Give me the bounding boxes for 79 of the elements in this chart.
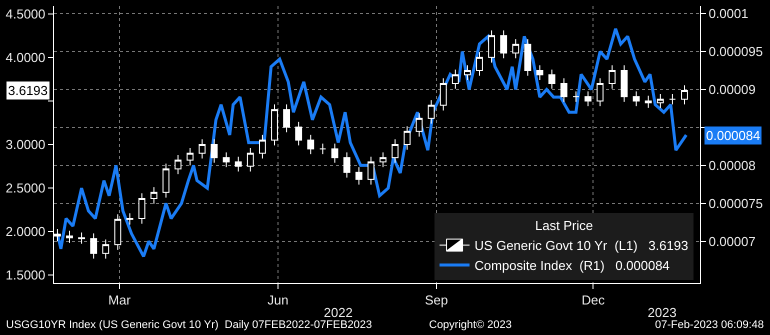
x-tick-label: Sep xyxy=(424,292,448,308)
text: 07-Feb-2023 06:09:48 xyxy=(655,319,764,331)
legend-label: Composite Index (R1) 0.000084 xyxy=(474,258,670,274)
candlestick xyxy=(343,152,350,178)
y-tick-label: 2.0000 xyxy=(6,224,46,240)
candlestick xyxy=(416,112,423,138)
candlestick xyxy=(560,78,568,102)
candlestick xyxy=(258,134,266,159)
y2-tick-label: 0.000095 xyxy=(708,44,763,60)
candlestick xyxy=(380,152,386,168)
candlestick xyxy=(440,78,447,112)
candlestick xyxy=(66,230,73,244)
candlestick xyxy=(368,156,374,186)
candlestick xyxy=(174,154,182,175)
x2-tick-label: 2022 xyxy=(324,305,353,320)
candlestick xyxy=(644,95,652,108)
candlestick xyxy=(572,90,580,102)
y2-tick-label: 0.00009 xyxy=(708,82,756,98)
candlestick xyxy=(428,100,435,124)
text: 0.000084 xyxy=(706,128,760,143)
candlestick xyxy=(246,147,254,172)
candlestick xyxy=(656,93,664,108)
candlestick xyxy=(234,156,242,172)
candlestick xyxy=(464,64,471,81)
line-series xyxy=(56,27,688,258)
candlestick xyxy=(668,93,676,105)
candlestick xyxy=(512,38,520,59)
candlestick xyxy=(90,232,98,260)
candlestick xyxy=(392,138,399,164)
candlestick xyxy=(681,84,688,105)
candlestick xyxy=(355,166,362,186)
text: 3.6193 xyxy=(8,83,48,98)
candlestick xyxy=(210,138,218,164)
candlestick xyxy=(271,104,278,146)
candlestick xyxy=(150,186,158,204)
y-tick-label: 4.0000 xyxy=(6,50,46,65)
x-tick-label: Mar xyxy=(108,292,132,308)
legend-title: Last Price xyxy=(535,218,593,234)
candlestick xyxy=(452,69,459,90)
y2-tick-label: 0.0001 xyxy=(708,6,748,22)
candlestick xyxy=(283,104,290,133)
x2-tick-label: 2023 xyxy=(648,305,677,320)
candlestick xyxy=(524,38,532,76)
candlestick xyxy=(162,163,170,198)
candlestick xyxy=(536,64,544,81)
x-tick-label: Jun xyxy=(267,292,288,308)
candlestick xyxy=(620,64,628,102)
candlestick xyxy=(488,30,496,64)
candlestick xyxy=(307,134,314,155)
y2-tick-label: 0.00007 xyxy=(708,234,756,249)
candlestick xyxy=(186,147,194,166)
candlestick xyxy=(548,69,556,90)
y-tick-label: 2.5000 xyxy=(6,180,46,196)
y-tick-label: 4.5000 xyxy=(6,6,46,22)
candlestick xyxy=(198,138,206,159)
candlestick xyxy=(78,232,86,244)
y-tick-label: 3.0000 xyxy=(6,137,46,152)
candlestick xyxy=(295,121,302,146)
x-tick-label: Dec xyxy=(582,292,606,308)
candlestick xyxy=(319,143,326,155)
candlestick xyxy=(500,30,508,59)
candlestick xyxy=(404,126,411,150)
y2-tick-label: 0.00008 xyxy=(708,158,756,173)
candlestick xyxy=(476,52,483,76)
candlestick xyxy=(114,214,122,250)
candlestick xyxy=(102,238,110,260)
y-tick-label: 1.5000 xyxy=(6,268,46,283)
text: USGG10YR Index (US Generic Govt 10 Yr) Daily 07FEB2022-07FEB2023 xyxy=(6,319,372,331)
candlestick xyxy=(331,143,338,164)
candlestick xyxy=(138,192,146,224)
candlestick xyxy=(222,152,230,168)
legend-label: US Generic Govt 10 Yr (L1) 3.6193 xyxy=(474,238,688,254)
y2-tick-label: 0.000075 xyxy=(708,196,763,211)
candlestick xyxy=(608,64,616,90)
candlestick xyxy=(584,90,592,107)
candlestick xyxy=(596,78,604,107)
candlestick xyxy=(632,90,640,107)
text: Copyright© 2023 xyxy=(429,319,512,331)
candlestick xyxy=(126,212,134,226)
